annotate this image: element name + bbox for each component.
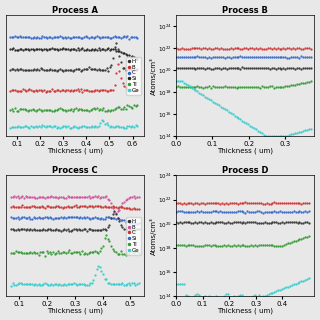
Legend: H, B, C, Si, Ti, Ge: H, B, C, Si, Ti, Ge [126, 217, 141, 255]
Title: Process B: Process B [222, 5, 268, 14]
Legend: H, B, C, Si, Ti, Ge: H, B, C, Si, Ti, Ge [126, 57, 141, 95]
Title: Process A: Process A [52, 5, 98, 14]
X-axis label: Thickness ( um): Thickness ( um) [47, 308, 103, 315]
Title: Process D: Process D [222, 165, 268, 174]
Title: Process C: Process C [52, 165, 98, 174]
Y-axis label: Atoms/cm³: Atoms/cm³ [150, 57, 156, 95]
X-axis label: Thickness ( um): Thickness ( um) [217, 148, 273, 155]
X-axis label: Thickness ( um): Thickness ( um) [47, 148, 103, 155]
Y-axis label: Atoms/cm³: Atoms/cm³ [150, 217, 156, 255]
X-axis label: Thickness ( um): Thickness ( um) [217, 308, 273, 315]
